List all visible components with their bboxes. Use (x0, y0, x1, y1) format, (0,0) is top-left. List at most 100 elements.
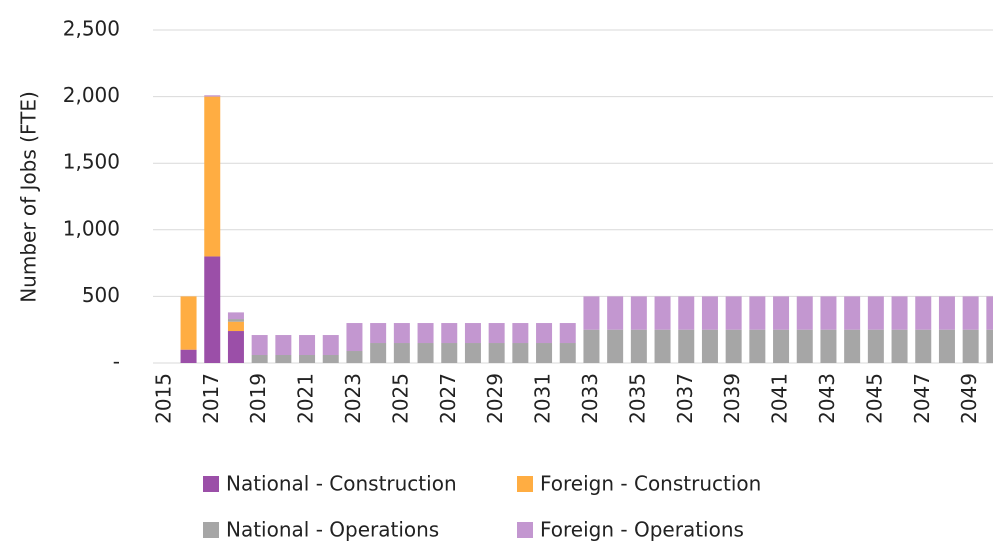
legend-label: National - Construction (226, 472, 457, 496)
bar-segment (749, 296, 766, 330)
x-tick-label: 2047 (910, 373, 934, 424)
bar-segment (891, 296, 908, 330)
bar-segment (204, 95, 221, 97)
x-tick-label: 2017 (199, 373, 223, 424)
y-tick-label: 2,000 (63, 83, 120, 107)
bar-segment (227, 331, 244, 363)
bar-segment (938, 296, 955, 330)
bar-segment (583, 296, 600, 330)
bar-segment (536, 343, 553, 363)
bar-segment (630, 296, 647, 330)
bar-segment (725, 329, 742, 363)
x-tick-label: 2019 (246, 373, 270, 424)
x-tick-label: 2045 (862, 373, 886, 424)
bar-segment (227, 319, 244, 322)
bar-segment (678, 296, 695, 330)
bar-segment (370, 343, 387, 363)
bar-segment (654, 296, 671, 330)
y-tick-label: 500 (82, 283, 120, 307)
y-tick-label: 1,500 (63, 150, 120, 174)
bar-segment (630, 329, 647, 363)
bar-segment (393, 343, 410, 363)
legend-swatch (203, 476, 219, 492)
x-tick-label: 2015 (151, 373, 175, 424)
legend-swatch (517, 522, 533, 538)
bar-segment (275, 355, 292, 363)
y-tick-label: 1,000 (63, 216, 120, 240)
bar-segment (512, 343, 529, 363)
x-tick-label: 2043 (815, 373, 839, 424)
bar-segment (346, 323, 363, 352)
legend-label: Foreign - Construction (540, 472, 761, 496)
bar-segment (370, 323, 387, 344)
bar-segment (488, 343, 505, 363)
x-tick-label: 2031 (531, 373, 555, 424)
y-axis-label: Number of Jobs (FTE) (17, 91, 41, 303)
bar-segment (773, 329, 790, 363)
bar-segment (417, 343, 434, 363)
bar-segment (488, 323, 505, 344)
legend-swatch (203, 522, 219, 538)
bar-segment (204, 256, 221, 363)
bar-segment (938, 329, 955, 363)
bar-segment (180, 296, 197, 350)
legend-swatch (517, 476, 533, 492)
bar-segment (441, 343, 458, 363)
bar-segment (962, 296, 979, 330)
bar-segment (227, 321, 244, 332)
legend-label: Foreign - Operations (540, 518, 744, 542)
bar-segment (251, 335, 268, 356)
bar-segment (654, 329, 671, 363)
bar-segment (796, 329, 813, 363)
bar-segment (820, 329, 837, 363)
bar-segment (986, 329, 993, 363)
bar-segment (204, 96, 221, 257)
x-tick-label: 2035 (625, 373, 649, 424)
bar-segment (844, 296, 861, 330)
x-tick-label: 2023 (341, 373, 365, 424)
bar-segment (559, 343, 576, 363)
bar-segment (180, 349, 197, 363)
x-tick-label: 2021 (294, 373, 318, 424)
bar-segment (891, 329, 908, 363)
bar-segment (607, 329, 624, 363)
x-tick-label: 2037 (673, 373, 697, 424)
bar-segment (915, 296, 932, 330)
bar-segment (417, 323, 434, 344)
bar-segment (227, 312, 244, 320)
bar-segment (844, 329, 861, 363)
bar-segment (583, 329, 600, 363)
bar-segment (701, 296, 718, 330)
bar-segment (986, 296, 993, 330)
x-tick-label: 2029 (483, 373, 507, 424)
x-tick-label: 2033 (578, 373, 602, 424)
x-tick-label: 2049 (957, 373, 981, 424)
bar-segment (867, 329, 884, 363)
bar-segment (393, 323, 410, 344)
x-tick-label: 2039 (720, 373, 744, 424)
bar-segment (464, 343, 481, 363)
x-tick-label: 2027 (436, 373, 460, 424)
bar-segment (773, 296, 790, 330)
x-tick-label: 2025 (388, 373, 412, 424)
bar-segment (441, 323, 458, 344)
bar-segment (962, 329, 979, 363)
y-tick-label: 2,500 (63, 17, 120, 41)
bar-segment (251, 355, 268, 363)
bar-segment (820, 296, 837, 330)
bar-segment (867, 296, 884, 330)
bar-segment (725, 296, 742, 330)
bar-segment (322, 355, 339, 363)
bar-segment (275, 335, 292, 356)
bar-segment (607, 296, 624, 330)
bar-segment (299, 335, 316, 356)
x-tick-label: 2041 (768, 373, 792, 424)
bar-segment (512, 323, 529, 344)
bar-segment (559, 323, 576, 344)
bar-segment (701, 329, 718, 363)
bar-segment (299, 355, 316, 363)
bar-segment (678, 329, 695, 363)
bar-segment (464, 323, 481, 344)
bar-segment (346, 351, 363, 363)
